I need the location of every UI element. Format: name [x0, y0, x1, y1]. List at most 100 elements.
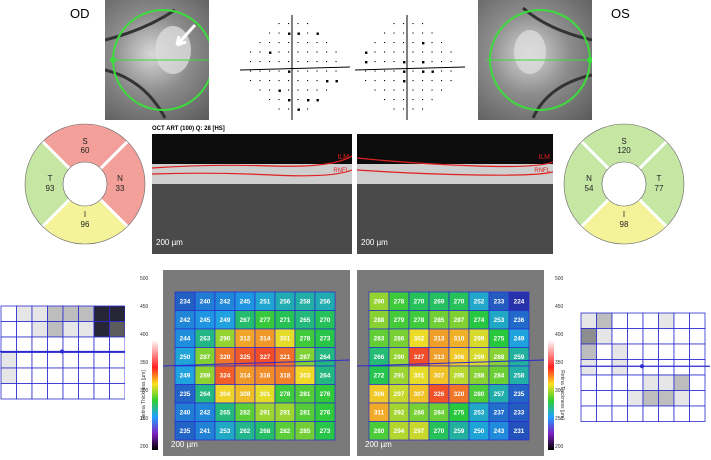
field-cell	[62, 305, 79, 322]
vf-point	[441, 70, 443, 72]
field-cell	[642, 312, 659, 329]
vf-point	[335, 80, 338, 83]
colorbar-tick: 400	[140, 332, 149, 338]
vf-point	[412, 108, 414, 110]
field-cell	[596, 328, 613, 345]
svg-text:Retina Thickness [µm]: Retina Thickness [µm]	[559, 370, 565, 420]
vf-point	[316, 51, 318, 53]
vf-point	[450, 70, 452, 72]
thickness-value: 320	[454, 391, 465, 398]
field-cell	[658, 328, 675, 345]
thickness-value: 249	[220, 317, 231, 324]
vf-point	[326, 89, 328, 91]
field-cell	[47, 367, 64, 384]
thickness-value: 234	[180, 299, 191, 306]
svg-text:60: 60	[81, 146, 90, 155]
vf-point	[335, 51, 337, 53]
svg-text:96: 96	[81, 220, 90, 229]
field-cell	[109, 383, 125, 400]
os-thickness-grid: 290 278 270 269 270 252 233 224 288 279 278 285 287 2…	[357, 291, 544, 441]
vf-point	[393, 70, 395, 72]
field-cell	[31, 305, 48, 322]
od-visual-field-plot	[240, 15, 350, 120]
vf-point	[403, 32, 405, 34]
thickness-value: 280	[474, 391, 485, 398]
vf-point	[316, 99, 319, 102]
vf-point	[316, 42, 318, 44]
thickness-value: 235	[514, 391, 525, 398]
field-cell	[16, 352, 33, 369]
thickness-value: 313	[434, 336, 445, 343]
thickness-value: 257	[494, 391, 505, 398]
thickness-value: 253	[220, 428, 231, 435]
svg-text:N: N	[586, 174, 592, 183]
vf-point	[307, 61, 309, 63]
os-thickness-map: 290 278 270 269 270 252 233 224 288 279 278 285 287 2…	[357, 270, 544, 456]
thickness-cell	[508, 421, 530, 441]
vf-point	[450, 80, 452, 82]
field-cell	[611, 328, 628, 345]
vf-point	[450, 51, 452, 53]
colorbar-tick: 300	[555, 388, 564, 394]
thickness-value: 301	[260, 391, 271, 398]
field-cell	[611, 374, 628, 391]
thickness-value: 288	[474, 373, 485, 380]
thickness-value: 233	[514, 410, 525, 417]
od-fundus-photo	[105, 0, 209, 120]
svg-text:Retina Thickness [µm]: Retina Thickness [µm]	[141, 370, 147, 420]
thickness-value: 267	[240, 317, 251, 324]
vf-point	[384, 89, 386, 91]
vf-point	[374, 61, 376, 63]
svg-text:N: N	[117, 174, 123, 183]
thickness-value: 278	[300, 336, 311, 343]
vf-point	[374, 89, 376, 91]
vf-point	[441, 61, 443, 63]
thickness-value: 297	[394, 391, 405, 398]
thickness-value: 295	[454, 373, 465, 380]
vf-point	[297, 80, 299, 82]
thickness-value: 299	[474, 354, 485, 361]
thickness-value: 231	[514, 428, 525, 435]
thickness-value: 278	[414, 317, 425, 324]
thickness-value: 287	[454, 317, 465, 324]
thickness-value: 264	[320, 354, 331, 361]
vf-point	[412, 61, 414, 63]
thickness-value: 249	[514, 336, 525, 343]
vf-point	[431, 51, 433, 53]
thickness-value: 252	[474, 299, 485, 306]
vf-point	[307, 32, 309, 34]
vf-point	[384, 32, 386, 34]
od-sector-i	[42, 184, 128, 244]
thickness-value: 275	[454, 410, 465, 417]
svg-text:54: 54	[585, 184, 594, 193]
field-cell	[109, 305, 125, 322]
vf-point	[384, 99, 386, 101]
thickness-value: 273	[320, 428, 331, 435]
field-cell	[580, 328, 597, 345]
field-cell	[642, 328, 659, 345]
vf-point	[278, 89, 281, 92]
field-cell	[109, 352, 125, 369]
vf-point	[316, 80, 318, 82]
thickness-value: 310	[454, 336, 465, 343]
vf-point	[288, 80, 290, 82]
field-cell	[62, 336, 79, 353]
thickness-value: 308	[240, 391, 251, 398]
vf-point	[374, 51, 376, 53]
thickness-value: 294	[394, 428, 405, 435]
thickness-value: 242	[180, 317, 191, 324]
field-cell	[78, 305, 95, 322]
field-cell	[0, 321, 17, 338]
thickness-value: 297	[414, 428, 425, 435]
field-cell	[78, 321, 95, 338]
thickness-value: 270	[434, 428, 445, 435]
os-sector-n	[564, 141, 624, 227]
field-cell	[93, 305, 110, 322]
vf-point	[297, 32, 300, 35]
field-cell	[109, 367, 125, 384]
vf-point	[384, 61, 386, 63]
field-cell	[689, 328, 706, 345]
thickness-value: 269	[434, 299, 445, 306]
vf-point	[422, 80, 424, 82]
vf-point	[384, 42, 386, 44]
